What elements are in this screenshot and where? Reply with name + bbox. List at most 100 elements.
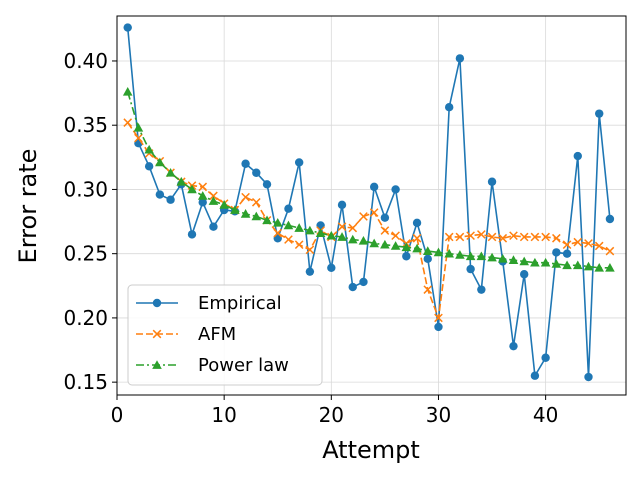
data-point-power-law — [369, 238, 379, 248]
data-point-empirical — [434, 322, 443, 332]
data-point-afm — [466, 231, 475, 241]
y-axis-title: Error rate — [14, 149, 42, 264]
data-point-afm — [284, 235, 293, 244]
data-point-afm — [251, 197, 261, 207]
data-point-afm — [241, 192, 250, 202]
data-point-empirical — [541, 353, 550, 362]
data-point-afm — [455, 232, 465, 242]
data-point-power-law — [305, 225, 315, 235]
y-tick-label: 0.15 — [63, 370, 108, 394]
data-point-empirical — [337, 200, 347, 210]
data-point-power-law — [465, 251, 476, 261]
data-point-empirical — [487, 177, 497, 186]
data-point-afm — [294, 240, 304, 250]
data-point-power-law — [165, 167, 176, 177]
data-point-empirical — [552, 248, 561, 257]
data-point-afm — [423, 285, 433, 294]
data-point-empirical — [509, 341, 518, 351]
data-point-power-law — [540, 257, 551, 267]
y-tick-label: 0.30 — [63, 177, 108, 201]
legend-label: AFM — [198, 324, 236, 345]
legend: Empirical AFM Power law — [127, 284, 323, 386]
legend-entry-power-law: Power law — [136, 355, 289, 376]
data-point-power-law — [358, 236, 369, 245]
data-point-afm — [134, 133, 143, 143]
data-point-power-law — [326, 230, 337, 240]
plot-frame — [116, 15, 627, 396]
data-point-afm — [562, 240, 572, 250]
data-point-power-law — [251, 211, 262, 221]
data-point-empirical — [530, 371, 540, 380]
data-point-empirical — [252, 168, 261, 177]
data-point-power-law — [594, 263, 605, 272]
data-point-power-law — [337, 232, 347, 241]
data-point-afm — [123, 118, 133, 127]
data-point-afm — [209, 191, 218, 201]
data-point-power-law — [294, 223, 304, 232]
legend-marker — [152, 360, 162, 369]
data-point-power-law — [347, 234, 358, 244]
data-point-empirical — [187, 230, 197, 239]
data-point-empirical — [305, 267, 315, 276]
data-point-empirical — [327, 263, 336, 273]
data-point-afm — [552, 233, 561, 243]
data-point-power-law — [262, 215, 272, 225]
data-point-afm — [444, 232, 454, 242]
series-line-empirical — [126, 27, 611, 379]
data-point-empirical — [348, 282, 357, 292]
data-point-empirical — [595, 109, 604, 118]
data-point-power-law — [144, 144, 154, 154]
series-line-power-law — [126, 91, 610, 269]
data-point-empirical — [423, 254, 432, 264]
data-point-empirical — [166, 195, 175, 204]
data-point-empirical — [284, 204, 293, 213]
data-point-empirical — [155, 190, 165, 199]
data-point-empirical — [359, 277, 368, 287]
data-point-empirical — [402, 252, 411, 261]
data-point-power-law — [315, 228, 326, 237]
data-point-power-law — [519, 256, 529, 266]
data-point-power-law — [187, 184, 197, 194]
data-point-empirical — [123, 23, 132, 32]
series-power-law — [122, 87, 615, 272]
data-point-empirical — [520, 270, 529, 279]
data-point-afm — [498, 233, 508, 243]
data-point-power-law — [572, 260, 583, 270]
data-point-power-law — [283, 220, 294, 230]
data-point-power-law — [551, 259, 562, 268]
x-axis-title: Attempt — [322, 436, 420, 464]
data-point-empirical — [262, 180, 272, 189]
data-point-power-law — [605, 263, 615, 272]
data-point-power-law — [433, 247, 444, 257]
data-point-empirical — [444, 103, 454, 112]
x-tick-label: 40 — [533, 403, 558, 427]
data-point-power-law — [208, 196, 219, 205]
data-point-afm — [477, 230, 486, 239]
data-point-afm — [198, 182, 208, 192]
data-point-power-law — [155, 157, 165, 167]
legend-marker — [152, 329, 162, 339]
data-point-empirical — [466, 264, 475, 274]
data-point-empirical — [605, 214, 615, 224]
data-point-empirical — [144, 162, 154, 171]
data-point-power-law — [122, 87, 133, 96]
data-point-afm — [594, 241, 604, 251]
data-point-power-law — [412, 243, 422, 253]
data-point-power-law — [230, 205, 240, 214]
data-point-empirical — [294, 158, 304, 167]
y-tick-label: 0.25 — [63, 242, 108, 266]
series-line-afm — [127, 122, 611, 319]
data-point-afm — [305, 245, 315, 255]
data-point-afm — [273, 228, 283, 238]
data-point-empirical — [584, 372, 593, 382]
data-point-power-law — [176, 176, 187, 186]
data-point-power-law — [455, 250, 465, 259]
data-point-power-law — [476, 251, 487, 261]
data-point-power-law — [530, 257, 540, 267]
data-point-afm — [369, 208, 379, 217]
data-point-power-law — [583, 261, 594, 271]
series-layer — [122, 23, 615, 382]
data-point-power-law — [444, 248, 454, 258]
data-point-empirical — [198, 198, 207, 207]
